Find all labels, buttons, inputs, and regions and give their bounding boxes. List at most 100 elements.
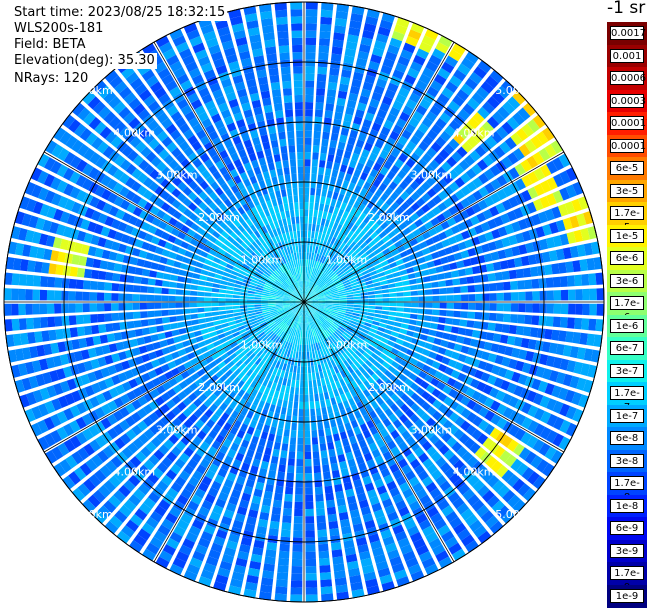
ppi-cell	[525, 291, 532, 300]
ppi-cell	[97, 292, 104, 300]
ppi-cell	[312, 373, 316, 381]
ppi-cell	[314, 394, 319, 402]
ppi-cell	[312, 430, 318, 438]
ppi-cell	[262, 498, 271, 507]
ppi-cell	[262, 25, 274, 34]
ppi-cell	[281, 443, 288, 451]
ppi-cell	[291, 358, 295, 365]
ppi-cell	[305, 88, 314, 95]
ppi-cell	[278, 421, 284, 429]
ppi-cell	[289, 145, 296, 153]
ppi-cell	[19, 318, 27, 330]
ppi-cell	[340, 300, 347, 302]
ppi-cell	[84, 326, 92, 336]
ppi-cell	[579, 333, 588, 345]
ppi-cell	[315, 196, 320, 204]
ppi-cell	[226, 290, 234, 294]
ppi-cell	[201, 329, 209, 335]
ppi-cell	[295, 209, 299, 216]
ppi-cell	[305, 473, 312, 480]
ppi-cell	[140, 311, 148, 318]
ppi-cell	[310, 195, 315, 203]
ppi-cell	[170, 323, 178, 330]
ppi-cell	[319, 565, 330, 573]
ppi-cell	[389, 307, 396, 311]
ppi-cell	[368, 302, 375, 305]
ppi-cell	[432, 310, 440, 316]
ppi-cell	[164, 331, 172, 338]
ppi-cell	[472, 330, 480, 338]
ppi-cell	[389, 288, 397, 293]
ppi-cell	[332, 192, 338, 200]
ppi-cell	[319, 38, 330, 46]
ppi-cell	[325, 486, 334, 494]
ppi-cell	[425, 296, 432, 301]
ppi-cell	[176, 283, 184, 289]
ppi-cell	[161, 295, 168, 301]
ppi-cell	[247, 293, 254, 296]
ppi-cell	[54, 304, 61, 314]
ppi-cell	[321, 139, 328, 147]
ppi-cell	[285, 210, 290, 218]
ppi-cell	[332, 126, 340, 134]
ppi-cell	[354, 296, 361, 299]
ppi-cell	[169, 282, 177, 288]
ppi-cell	[278, 175, 284, 183]
ppi-cell	[354, 299, 361, 301]
ppi-cell	[325, 493, 334, 501]
ppi-cell	[319, 225, 324, 233]
ppi-cell	[374, 314, 382, 318]
ppi-cell	[305, 138, 312, 145]
ppi-cell	[525, 303, 532, 312]
ppi-cell	[27, 260, 36, 272]
ppi-cell	[305, 66, 315, 73]
ppi-cell	[314, 203, 319, 211]
ppi-cell	[93, 336, 102, 346]
ppi-cell	[314, 466, 321, 474]
ppi-cell	[291, 580, 303, 587]
ppi-cell	[321, 586, 333, 594]
ppi-cell	[332, 299, 339, 301]
ppi-cell	[568, 290, 575, 301]
ppi-cell	[386, 274, 394, 280]
ppi-cell	[320, 24, 332, 32]
ppi-cell	[553, 277, 561, 288]
ppi-cell	[340, 304, 347, 306]
ppi-cell	[497, 303, 504, 311]
ppi-cell	[486, 332, 494, 341]
ppi-cell	[218, 298, 225, 302]
ppi-cell	[169, 316, 177, 322]
ppi-cell	[435, 266, 443, 273]
ppi-cell	[205, 282, 213, 287]
ppi-cell	[396, 312, 404, 317]
ppi-cell	[261, 505, 271, 514]
ppi-cell	[277, 125, 285, 133]
ppi-cell	[141, 319, 149, 326]
ppi-cell	[278, 558, 289, 566]
ppi-cell	[321, 218, 326, 226]
ppi-cell	[579, 259, 588, 271]
ppi-cell	[331, 463, 339, 471]
ppi-cell	[325, 103, 334, 111]
ppi-cell	[271, 514, 281, 522]
ppi-cell	[432, 289, 440, 295]
ppi-cell	[198, 280, 206, 285]
ppi-cell	[298, 238, 301, 245]
ppi-cell	[219, 289, 227, 293]
ppi-cell	[175, 296, 182, 301]
ppi-cell	[302, 345, 304, 352]
ppi-cell	[394, 277, 402, 282]
ppi-cell	[262, 570, 274, 579]
ppi-cell	[401, 323, 409, 329]
ppi-cell	[268, 299, 275, 301]
ppi-cell	[305, 459, 312, 466]
ppi-cell	[497, 293, 504, 301]
ppi-cell	[438, 281, 446, 288]
ppi-cell	[406, 330, 414, 336]
ppi-cell	[317, 379, 322, 387]
ppi-cell	[127, 321, 135, 329]
ppi-cell	[568, 304, 575, 315]
ppi-cell	[328, 82, 338, 90]
ppi-cell	[275, 161, 282, 169]
ppi-cell	[329, 75, 339, 83]
